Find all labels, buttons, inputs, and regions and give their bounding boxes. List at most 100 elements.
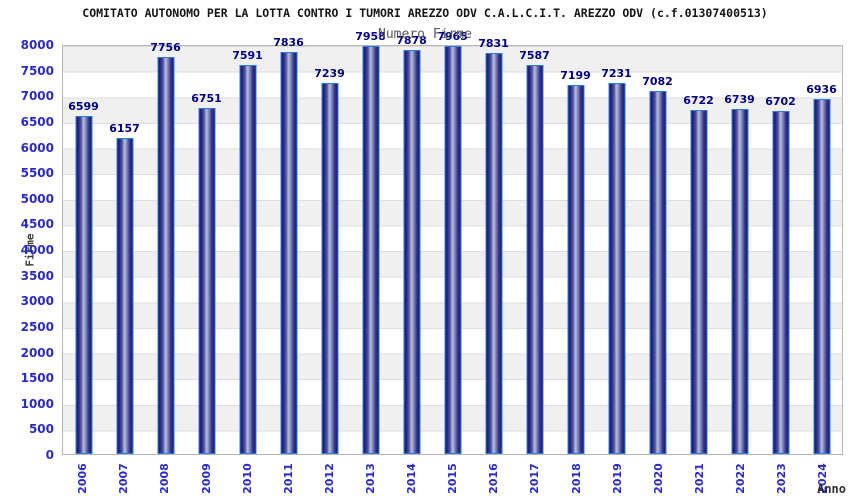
- bar-2007[interactable]: [116, 138, 133, 454]
- x-tick-label: 2022: [733, 462, 747, 494]
- bar-value-label: 6702: [765, 94, 796, 108]
- bar-2024[interactable]: [813, 98, 830, 454]
- bar-column: 6599: [63, 46, 104, 454]
- bar-column: 7239: [309, 46, 350, 454]
- bar-column: 7587: [514, 46, 555, 454]
- bar-column: 7591: [227, 46, 268, 454]
- bar-2010[interactable]: [239, 64, 256, 454]
- x-tick-cell: 2011: [268, 456, 309, 500]
- bars-area: 6599 6157 7756 6751 7591 7836 7239 7958 7878 7965…: [63, 30, 842, 454]
- bar-value-label: 7831: [478, 36, 509, 50]
- x-tick-cell: 2007: [103, 456, 144, 500]
- bar-2015[interactable]: [444, 45, 461, 454]
- x-tick-label: 2010: [240, 462, 254, 494]
- y-tick-label: 7500: [20, 63, 54, 78]
- bar-2006[interactable]: [75, 115, 92, 454]
- bar-2008[interactable]: [157, 56, 174, 454]
- bar-2016[interactable]: [485, 52, 502, 454]
- bar-value-label: 7082: [642, 75, 673, 89]
- y-tick-label: 4000: [20, 243, 54, 257]
- bar-value-label: 6936: [806, 82, 837, 96]
- bar-column: 7831: [473, 37, 514, 454]
- bar-value-label: 7231: [601, 67, 632, 81]
- x-tick-label: 2014: [404, 462, 418, 494]
- x-tick-label: 2021: [692, 462, 706, 494]
- bar-value-label: 7587: [519, 49, 550, 63]
- bar-2020[interactable]: [649, 91, 666, 454]
- y-tick-label: 5500: [20, 166, 54, 181]
- x-tick-cell: 2023: [761, 456, 802, 500]
- bar-column: 6739: [719, 46, 760, 454]
- y-tick-label: 0: [45, 448, 54, 462]
- chart-subtitle: Numero Firme: [378, 27, 472, 42]
- x-tick-cell: 2019: [596, 456, 637, 500]
- bar-2014[interactable]: [403, 50, 420, 454]
- bar-column: 7878: [391, 34, 432, 454]
- bar-2013[interactable]: [362, 46, 379, 454]
- y-tick-label: 8000: [20, 38, 54, 52]
- bar-2018[interactable]: [567, 85, 584, 454]
- bar-2017[interactable]: [526, 65, 543, 454]
- x-tick-cell: 2010: [226, 456, 267, 500]
- bar-value-label: 6751: [191, 92, 222, 106]
- x-tick-cell: 2020: [638, 456, 679, 500]
- bar-value-label: 6157: [109, 122, 140, 136]
- y-tick-label: 2000: [20, 345, 54, 360]
- x-axis-ticks: 2006 2007 2008 2009 2010 2011 2012 2013 2014 2015…: [62, 456, 843, 500]
- bar-column: 7836: [268, 36, 309, 454]
- y-tick-label: 3000: [20, 294, 54, 309]
- bar-column: 7756: [145, 41, 186, 454]
- x-tick-cell: 2021: [679, 456, 720, 500]
- bar-column: 7082: [637, 46, 678, 454]
- bar-2012[interactable]: [321, 83, 338, 454]
- bar-value-label: 7199: [560, 69, 591, 83]
- bar-column: 6751: [186, 46, 227, 454]
- x-tick-cell: 2014: [391, 456, 432, 500]
- bar-value-label: 7591: [232, 48, 263, 62]
- bar-2019[interactable]: [608, 83, 625, 454]
- x-tick-label: 2009: [199, 462, 213, 494]
- bar-column: 7199: [555, 46, 596, 454]
- x-tick-cell: 2017: [514, 456, 555, 500]
- y-tick-label: 500: [28, 422, 54, 437]
- bar-column: 6936: [801, 46, 842, 454]
- bar-column: 6702: [760, 46, 801, 454]
- y-tick-label: 5000: [20, 191, 54, 206]
- y-tick-label: 7000: [20, 89, 54, 104]
- x-tick-cell: 2008: [144, 456, 185, 500]
- chart-title: COMITATO AUTONOMO PER LA LOTTA CONTRO I …: [82, 6, 768, 20]
- x-tick-label: 2020: [651, 462, 665, 494]
- x-tick-label: 2023: [774, 462, 788, 494]
- bar-column: 7231: [596, 46, 637, 454]
- y-tick-label: 2500: [20, 319, 54, 334]
- x-tick-label: 2012: [322, 462, 336, 494]
- y-tick-label: 6500: [20, 114, 54, 129]
- y-tick-label: 1500: [20, 371, 54, 386]
- bar-2023[interactable]: [772, 110, 789, 454]
- y-tick-label: 6000: [20, 140, 54, 155]
- bar-value-label: 7239: [314, 67, 345, 81]
- x-tick-cell: 2022: [720, 456, 761, 500]
- bar-2021[interactable]: [690, 109, 707, 454]
- bar-2011[interactable]: [280, 52, 297, 454]
- x-tick-cell: 2015: [432, 456, 473, 500]
- x-tick-label: 2006: [76, 462, 90, 494]
- x-tick-label: 2015: [446, 462, 460, 494]
- x-tick-label: 2018: [569, 462, 583, 494]
- x-tick-label: 2011: [281, 462, 295, 494]
- bar-2009[interactable]: [198, 108, 215, 454]
- x-tick-label: 2007: [117, 462, 131, 494]
- bar-column: 7965: [432, 30, 473, 454]
- bar-2022[interactable]: [731, 108, 748, 454]
- bar-column: 6722: [678, 46, 719, 454]
- bar-value-label: 7958: [355, 30, 386, 44]
- x-tick-label: 2016: [487, 462, 501, 494]
- bar-value-label: 6599: [68, 99, 99, 113]
- bar-value-label: 7878: [396, 34, 427, 48]
- bar-column: 6157: [104, 46, 145, 454]
- x-tick-label: 2017: [528, 462, 542, 494]
- x-tick-cell: 2006: [62, 456, 103, 500]
- y-axis-ticks: 0 500 1000 1500 2000 2500 3000 3500 4000 4500 5000…: [0, 0, 54, 500]
- x-tick-label: 2019: [610, 462, 624, 494]
- y-tick-label: 3500: [20, 268, 54, 283]
